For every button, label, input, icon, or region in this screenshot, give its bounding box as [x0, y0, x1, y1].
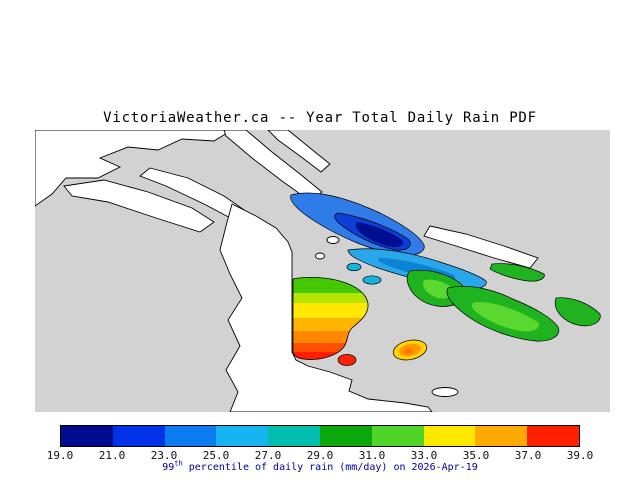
fan-band-orangeyellow — [293, 318, 369, 331]
islet-1 — [326, 236, 340, 244]
colorbar-segment — [319, 426, 372, 446]
orange-island — [392, 339, 428, 361]
teal-islet-2 — [362, 275, 382, 285]
colorbar-tick-label: 39.0 — [566, 449, 594, 462]
island-strip-a — [63, 179, 215, 233]
colorbar-tick-label: 29.0 — [306, 449, 334, 462]
colorbar-segment — [112, 426, 165, 446]
colorbar-tick-label: 25.0 — [202, 449, 230, 462]
map-canvas — [35, 130, 610, 412]
green-island-3 — [489, 263, 545, 282]
green-island-4 — [554, 297, 601, 327]
fan-band-yellowgreen — [293, 293, 369, 303]
colorbar-tick-label: 33.0 — [410, 449, 438, 462]
green-island-2-core — [471, 302, 540, 332]
caption-number: 99 — [162, 462, 175, 473]
caption-ordinal: th — [174, 459, 183, 468]
plot-title: VictoriaWeather.ca -- Year Total Daily R… — [103, 110, 537, 126]
colorbar-segment — [527, 426, 579, 446]
islet-south — [431, 387, 459, 397]
colorbar-segment — [371, 426, 424, 446]
colorbar-segment — [475, 426, 528, 446]
colorbar-segment — [61, 426, 113, 446]
saanich-peninsula — [219, 203, 433, 412]
fan-outline — [292, 276, 369, 360]
colorbar-segment — [423, 426, 476, 446]
colorbar-tick-label: 35.0 — [462, 449, 490, 462]
colorbar-tick-label: 37.0 — [514, 449, 542, 462]
land-group — [35, 130, 539, 412]
fan-band-yellow — [293, 303, 369, 318]
green-island-1-core — [422, 279, 455, 299]
land-northwest-coast — [35, 130, 233, 207]
colorbar — [60, 425, 580, 447]
blue-island-core — [355, 222, 404, 248]
colorbar-tick-label: 23.0 — [150, 449, 178, 462]
plot-caption: 99th percentile of daily rain (mm/day) o… — [0, 459, 640, 473]
fan-band-redorange — [293, 343, 369, 352]
colorbar-tick-label: 21.0 — [98, 449, 126, 462]
colorbar-labels: 19.0 21.0 23.0 25.0 27.0 29.0 31.0 33.0 35.0 37.0… — [47, 449, 594, 462]
teal-islet-1 — [346, 262, 362, 272]
colorbar-segment — [216, 426, 269, 446]
colorbar-tick-label: 27.0 — [254, 449, 282, 462]
islet-2 — [315, 252, 325, 260]
orange-island-core — [403, 348, 414, 355]
colorbar-segment — [268, 426, 320, 446]
colorbar-tick-label: 19.0 — [46, 449, 74, 462]
colorbar-segment — [164, 426, 217, 446]
island-strip-north-2 — [267, 130, 331, 173]
caption-text: percentile of daily rain (mm/day) on 202… — [182, 462, 478, 473]
red-islet — [337, 354, 357, 366]
colorbar-tick-label: 31.0 — [358, 449, 386, 462]
